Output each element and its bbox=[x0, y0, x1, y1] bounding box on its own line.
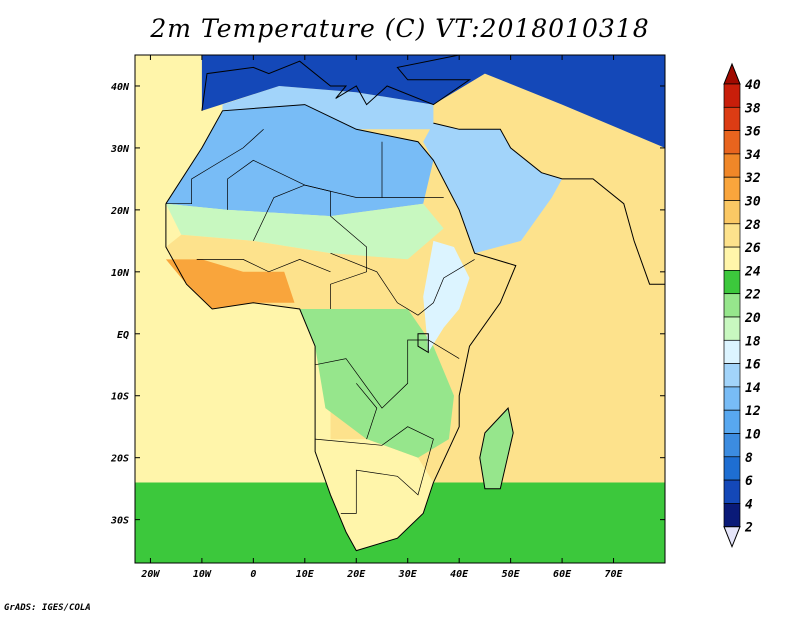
y-tick-label: 40N bbox=[111, 82, 130, 93]
x-tick-label: 30E bbox=[398, 569, 418, 580]
colorbar-label: 30 bbox=[744, 195, 761, 210]
colorbar-label: 10 bbox=[745, 428, 761, 443]
colorbar-swatch bbox=[723, 223, 741, 248]
colorbar-over-triangle bbox=[723, 62, 741, 85]
colorbar-label: 20 bbox=[744, 311, 761, 326]
map-field bbox=[135, 55, 665, 563]
country-border bbox=[315, 426, 434, 514]
x-tick-label: 10E bbox=[296, 569, 315, 580]
chart-title: 2m Temperature (C) VT:2018010318 bbox=[150, 14, 650, 43]
colorbar-swatch bbox=[723, 106, 741, 131]
colorbar-swatch bbox=[723, 456, 741, 481]
x-tick-label: 0 bbox=[250, 569, 256, 580]
x-tick-label: 70E bbox=[605, 569, 624, 580]
colorbar-swatch bbox=[723, 246, 741, 271]
y-tick-label: 10N bbox=[111, 268, 130, 279]
colorbar-swatch bbox=[723, 409, 741, 434]
region-central-africa bbox=[299, 309, 454, 458]
region-mediterranean bbox=[222, 86, 434, 130]
x-tick-label: 40E bbox=[450, 569, 469, 580]
colorbar-label: 26 bbox=[744, 241, 761, 256]
colorbar-label: 40 bbox=[745, 78, 761, 93]
colorbar-swatch bbox=[723, 339, 741, 364]
colorbar-swatch bbox=[723, 270, 741, 295]
colorbar-swatch bbox=[723, 200, 741, 225]
axes: 20W 10W 0 10E 20E 30E 40E 50E 60E 70E 40N 30N 20N 10N… bbox=[110, 55, 665, 580]
colorbar-label: 32 bbox=[744, 171, 761, 186]
colorbar-label: 22 bbox=[744, 288, 761, 303]
country-border bbox=[196, 259, 331, 273]
y-tick-label: 20N bbox=[110, 206, 130, 217]
region-arabia bbox=[423, 123, 563, 254]
colorbar-label: 2 bbox=[744, 521, 753, 536]
region-west-africa-coast bbox=[165, 259, 295, 309]
x-tick-label: 20E bbox=[346, 569, 366, 580]
map-frame bbox=[134, 54, 666, 564]
y-tick-label: 20S bbox=[110, 454, 129, 465]
colorbar-swatch bbox=[723, 293, 741, 318]
colorbar-swatch bbox=[723, 153, 741, 178]
colorbar-label: 4 bbox=[745, 497, 753, 512]
country-borders bbox=[165, 55, 665, 552]
region-north-africa bbox=[165, 104, 434, 217]
asia-coastline bbox=[433, 122, 665, 285]
grads-credit: GrADS: IGES/COLA bbox=[4, 603, 91, 613]
country-border bbox=[252, 184, 367, 309]
colorbar-label: 14 bbox=[745, 381, 761, 396]
region-southern-africa bbox=[315, 439, 434, 551]
colorbar-label: 34 bbox=[744, 148, 761, 163]
colorbar-label: 36 bbox=[744, 125, 761, 140]
colorbar-label: 12 bbox=[745, 404, 761, 419]
y-tick-label: 10S bbox=[111, 392, 129, 403]
colorbar-under-triangle bbox=[723, 526, 741, 549]
country-border bbox=[330, 252, 475, 316]
y-tick-label: 30N bbox=[110, 144, 130, 155]
africa-coastline bbox=[165, 104, 517, 552]
y-tick-label: 30S bbox=[110, 516, 129, 527]
colorbar-swatch bbox=[723, 130, 741, 155]
x-tick-label: 20W bbox=[140, 569, 160, 580]
colorbar-label: 24 bbox=[744, 264, 761, 279]
country-border bbox=[165, 129, 264, 205]
colorbar-label: 8 bbox=[745, 451, 753, 466]
europe-coastline bbox=[201, 55, 472, 111]
colorbar-label: 18 bbox=[745, 334, 761, 349]
lake-victoria bbox=[417, 333, 429, 354]
colorbar-swatch bbox=[723, 316, 741, 341]
colorbar-swatch bbox=[723, 479, 741, 504]
colorbar-swatch bbox=[723, 386, 741, 411]
region-east-africa-highlands bbox=[423, 240, 470, 353]
colorbar-label: 16 bbox=[745, 358, 761, 373]
madagascar-coastline bbox=[479, 407, 514, 490]
colorbar-swatch bbox=[723, 83, 741, 108]
colorbar-swatch bbox=[723, 176, 741, 201]
y-tick-label: EQ bbox=[117, 330, 129, 341]
x-tick-label: 50E bbox=[502, 569, 521, 580]
colorbar-label: 6 bbox=[745, 474, 753, 489]
country-border bbox=[356, 383, 378, 440]
colorbar-swatch bbox=[723, 363, 741, 388]
colorbar-label: 28 bbox=[744, 218, 761, 233]
colorbar-swatch bbox=[723, 503, 741, 528]
region-europe bbox=[201, 55, 665, 148]
colorbar-swatch bbox=[723, 433, 741, 458]
colorbar-label: 38 bbox=[744, 101, 761, 116]
region-sahara-south bbox=[165, 203, 444, 260]
x-tick-label: 60E bbox=[553, 569, 572, 580]
x-tick-label: 10W bbox=[193, 569, 212, 580]
